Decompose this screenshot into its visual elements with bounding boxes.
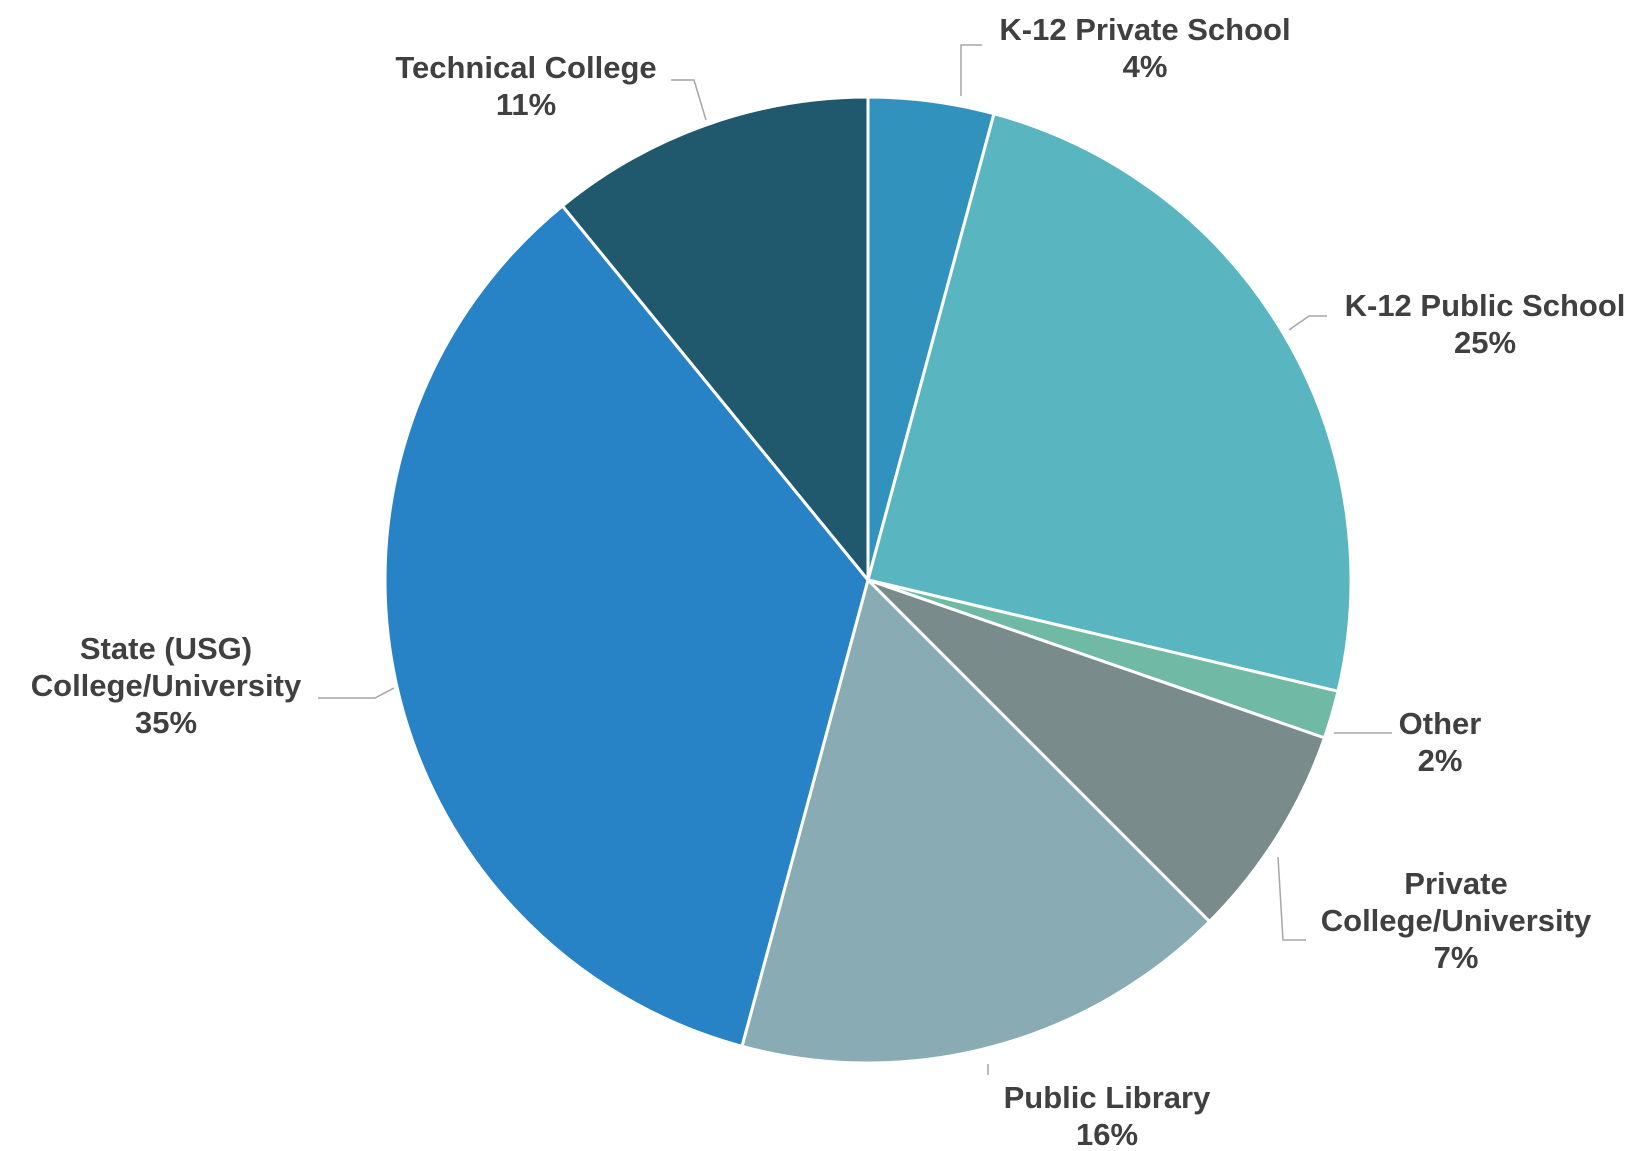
data-label-percent: 2% <box>1418 743 1463 778</box>
data-label-category: Other <box>1399 706 1482 741</box>
data-label-percent: 25% <box>1454 325 1516 360</box>
data-label-category: College/University <box>31 668 302 703</box>
leader-line-private-college-university <box>1277 856 1306 941</box>
data-label-technical-college: Technical College 11% <box>395 50 656 122</box>
data-label-category: K-12 Private School <box>999 12 1290 47</box>
leader-line-technical-college <box>671 79 707 121</box>
data-label-category: K-12 Public School <box>1345 288 1626 323</box>
pie-slices <box>383 95 1353 1065</box>
data-label-state-usg-college-university: State (USG) College/University 35% <box>31 631 302 740</box>
pie-slice-k-12-public-school <box>866 112 1353 693</box>
leader-line-k-12-public-school <box>1288 315 1327 331</box>
data-label-other: Other 2% <box>1399 706 1482 778</box>
pie-slice-technical-college <box>560 95 870 582</box>
data-label-public-library: Public Library 16% <box>1004 1080 1211 1151</box>
pie-slice-public-library <box>740 578 1212 1065</box>
data-label-private-college-university: Private College/University 7% <box>1321 866 1592 975</box>
leader-line-k-12-private-school <box>960 44 982 96</box>
data-labels: K-12 Private School 4%K-12 Public School 2… <box>31 12 1626 1151</box>
data-label-percent: 11% <box>496 87 556 122</box>
data-label-percent: 35% <box>135 705 197 740</box>
pie-slice-private-college-university <box>866 578 1326 924</box>
data-label-percent: 4% <box>1123 49 1168 84</box>
data-label-k-12-public-school: K-12 Public School 25% <box>1345 288 1626 360</box>
data-label-percent: 7% <box>1434 940 1479 975</box>
data-label-category: State (USG) <box>80 631 252 666</box>
data-label-category: College/University <box>1321 903 1592 938</box>
data-label-category: Private <box>1404 866 1507 901</box>
data-label-category: Public Library <box>1004 1080 1211 1115</box>
leader-line-state-usg-college-university <box>318 687 395 699</box>
pie-slice-state-usg-college-university <box>383 204 870 1048</box>
data-label-k-12-private-school: K-12 Private School 4% <box>999 12 1290 84</box>
leader-lines <box>318 44 1392 1075</box>
data-label-category: Technical College <box>395 50 656 85</box>
data-label-percent: 16% <box>1076 1117 1138 1151</box>
